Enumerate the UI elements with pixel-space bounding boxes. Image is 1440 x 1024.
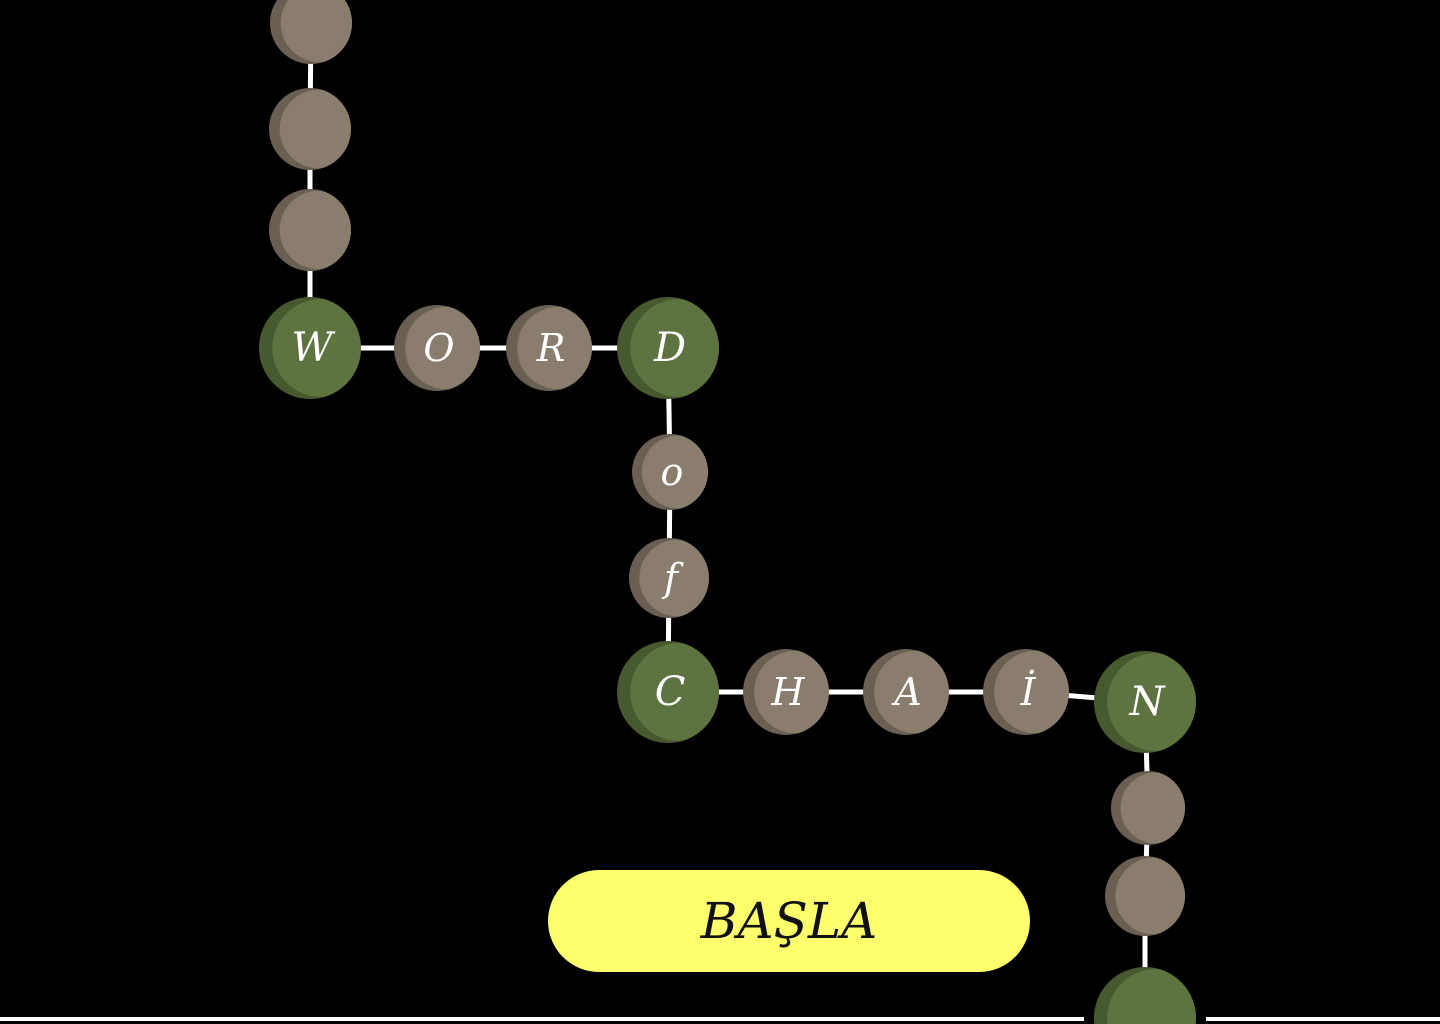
key-bead xyxy=(1094,967,1196,1024)
chain-connectors xyxy=(307,22,1151,1018)
bead-body xyxy=(280,0,352,63)
chain-bead: A xyxy=(863,649,949,735)
bead-body xyxy=(874,650,949,734)
bead-letter: N xyxy=(1129,679,1167,725)
chain-bead xyxy=(1111,771,1185,845)
chain-bead: H xyxy=(743,649,829,735)
bead-body xyxy=(994,650,1069,734)
bead-letter: İ xyxy=(1019,670,1036,714)
bead-letter: W xyxy=(291,325,335,371)
bead-body xyxy=(1107,653,1196,751)
start-button[interactable]: BAŞLA xyxy=(548,870,1030,972)
bead-body xyxy=(405,306,480,390)
chain-bead: O xyxy=(394,305,480,391)
chain-bead xyxy=(269,189,351,271)
bead-letter: A xyxy=(891,670,921,714)
chain-bead xyxy=(270,0,352,64)
key-bead: W xyxy=(259,297,361,399)
chain-bead xyxy=(1105,856,1185,936)
bead-letter: R xyxy=(536,326,566,370)
bead-body xyxy=(641,435,708,509)
key-bead: C xyxy=(617,641,719,743)
chain-bead xyxy=(269,88,351,170)
bead-body xyxy=(630,643,719,741)
chain-beads: W O R Dof C H A İ N xyxy=(259,0,1196,1024)
chain-bead: İ xyxy=(983,649,1069,735)
key-bead: N xyxy=(1094,651,1196,753)
floor-line-right xyxy=(1206,1017,1440,1021)
bead-body xyxy=(1120,772,1185,844)
bead-body xyxy=(279,190,351,270)
floor-line-left xyxy=(0,1017,1084,1021)
bead-body xyxy=(279,89,351,169)
bead-body xyxy=(517,306,592,390)
bead-body xyxy=(272,299,361,397)
bead-letter: C xyxy=(655,669,686,715)
bead-body xyxy=(754,650,829,734)
bead-letter: H xyxy=(770,670,805,714)
bead-body xyxy=(639,539,709,617)
bead-body xyxy=(1115,857,1185,935)
chain-bead: f xyxy=(629,538,709,618)
chain-bead: R xyxy=(506,305,592,391)
bead-letter: o xyxy=(661,450,684,494)
chain-bead: o xyxy=(632,434,708,510)
key-bead: D xyxy=(617,297,719,399)
bead-letter: D xyxy=(653,325,686,371)
bead-body xyxy=(1107,969,1196,1024)
bead-body xyxy=(630,299,719,397)
bead-letter: O xyxy=(423,326,454,370)
